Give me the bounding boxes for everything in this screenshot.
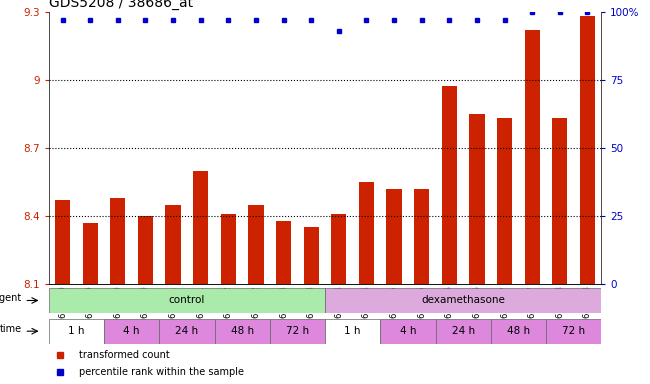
Bar (387, 189, 402, 284)
Text: 4 h: 4 h (124, 326, 140, 336)
Bar (49, 319, 104, 344)
Bar (111, 198, 125, 284)
Text: agent: agent (0, 293, 22, 303)
Text: 48 h: 48 h (507, 326, 530, 336)
Bar (248, 205, 263, 284)
Text: dexamethasone: dexamethasone (421, 295, 505, 306)
Text: 24 h: 24 h (452, 326, 474, 336)
Bar (325, 319, 380, 344)
Text: 72 h: 72 h (562, 326, 585, 336)
Bar (491, 319, 546, 344)
Bar (138, 216, 153, 284)
Bar (332, 214, 346, 284)
Bar (270, 319, 325, 344)
Text: 1 h: 1 h (344, 326, 361, 336)
Bar (276, 220, 291, 284)
Bar (414, 189, 429, 284)
Bar (380, 319, 436, 344)
Bar (436, 319, 491, 344)
Bar (442, 86, 457, 284)
Text: control: control (169, 295, 205, 306)
Bar (166, 205, 181, 284)
Text: percentile rank within the sample: percentile rank within the sample (79, 367, 244, 377)
Bar (552, 118, 567, 284)
Bar (104, 319, 159, 344)
Text: 4 h: 4 h (400, 326, 416, 336)
Text: time: time (0, 324, 22, 334)
Bar (359, 182, 374, 284)
Bar (193, 170, 208, 284)
Text: GDS5208 / 38686_at: GDS5208 / 38686_at (49, 0, 193, 10)
Bar (49, 288, 325, 313)
Text: 1 h: 1 h (68, 326, 84, 336)
Text: 72 h: 72 h (286, 326, 309, 336)
Bar (469, 114, 484, 284)
Bar (159, 319, 214, 344)
Bar (83, 223, 98, 284)
Bar (497, 118, 512, 284)
Bar (221, 214, 236, 284)
Bar (546, 319, 601, 344)
Bar (55, 200, 70, 284)
Text: 24 h: 24 h (176, 326, 198, 336)
Bar (304, 227, 318, 284)
Bar (325, 288, 601, 313)
Bar (525, 30, 540, 284)
Bar (214, 319, 270, 344)
Text: 48 h: 48 h (231, 326, 254, 336)
Text: transformed count: transformed count (79, 350, 170, 360)
Bar (580, 16, 595, 284)
